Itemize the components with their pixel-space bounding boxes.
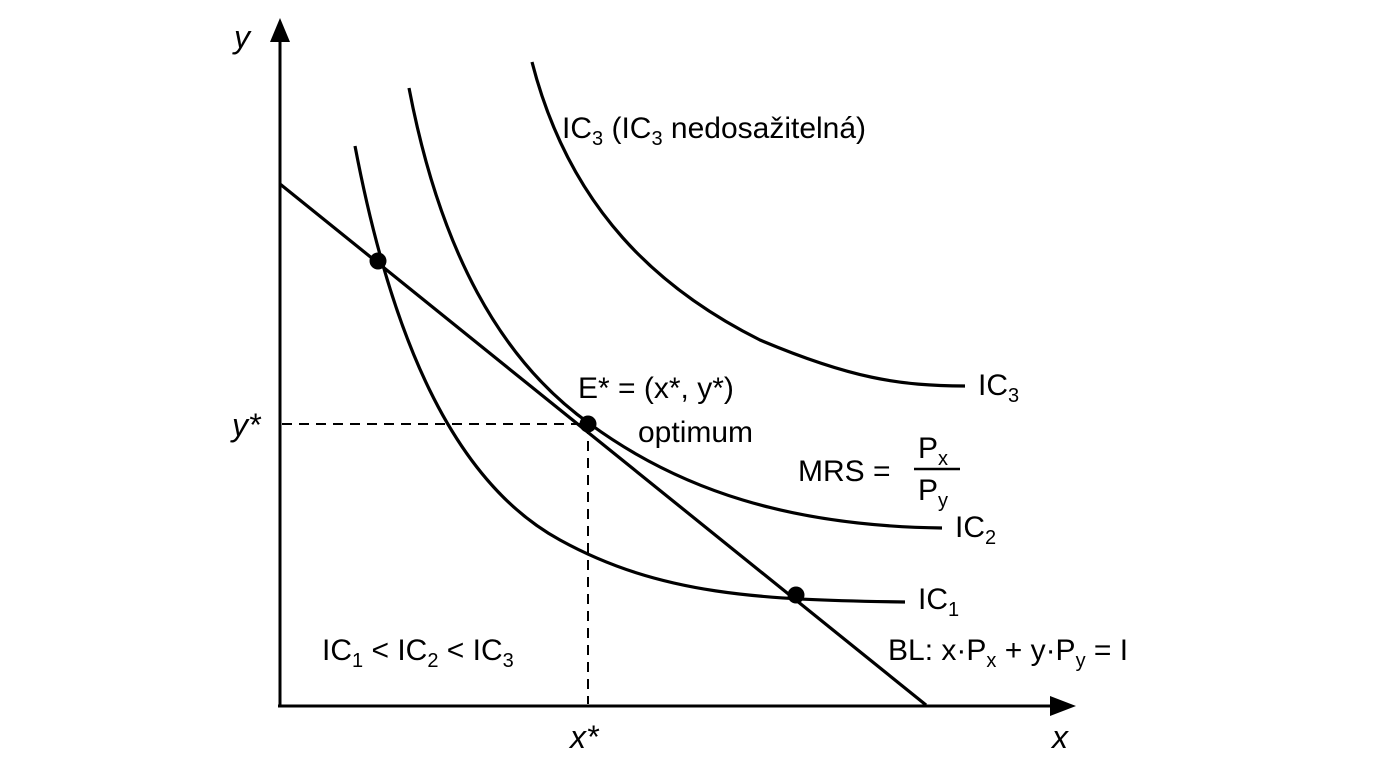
optimum-word-label: optimum xyxy=(638,416,753,449)
intersection-point-upper xyxy=(369,252,387,270)
ordering-label: IC1 < IC2 < IC3 xyxy=(322,634,514,672)
y-axis-label: y xyxy=(232,19,252,55)
ic3-label: IC3 xyxy=(978,369,1019,407)
ic2-label: IC2 xyxy=(955,511,996,549)
mrs-numerator: Px xyxy=(918,432,948,470)
mrs-denominator: Py xyxy=(918,474,948,512)
mrs-label: MRS = xyxy=(798,455,891,488)
y-axis-arrow-icon xyxy=(270,18,290,42)
ic3-unreachable-label: IC3 (IC3 nedosažitelná) xyxy=(562,112,866,150)
indifference-curve-1 xyxy=(353,145,906,604)
indifference-curve-3 xyxy=(530,61,966,388)
budget-line xyxy=(278,182,928,707)
optimum-point xyxy=(579,415,597,433)
intersection-point-lower xyxy=(787,586,805,604)
optimum-point-label: E* = (x*, y*) xyxy=(578,372,734,405)
budget-line-label: BL: x·Px + y·Py = I xyxy=(888,634,1128,672)
x-axis-label: x xyxy=(1050,719,1069,755)
y-star-label: y* xyxy=(230,407,262,443)
ic1-label: IC1 xyxy=(918,583,959,621)
x-axis-arrow-icon xyxy=(1050,696,1076,716)
x-star-label: x* xyxy=(568,719,600,755)
